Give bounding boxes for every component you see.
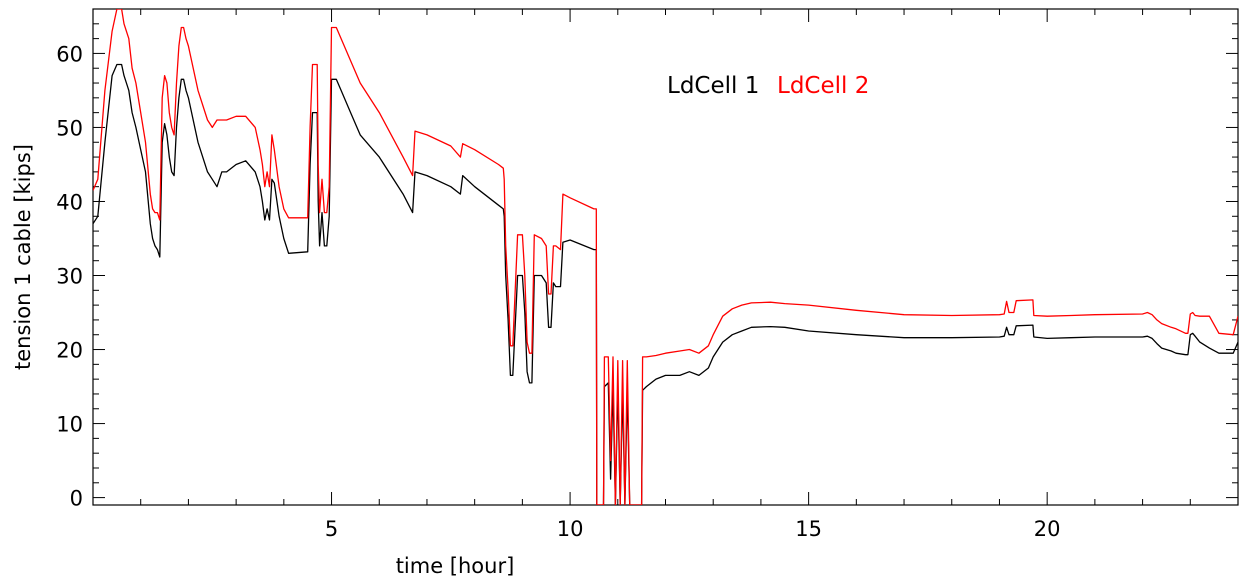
x-tick-label: 20 (1034, 517, 1061, 541)
x-tick-label: 15 (795, 517, 822, 541)
plot-frame (92, 8, 1239, 506)
y-tick-label: 40 (56, 190, 83, 214)
x-tick-label: 10 (557, 517, 584, 541)
axis-ticks (92, 9, 1239, 505)
y-tick-label: 0 (70, 487, 83, 511)
y-tick-label: 20 (56, 339, 83, 363)
y-axis-title: tension 1 cable [kips] (11, 144, 35, 370)
y-tick-label: 10 (56, 413, 83, 437)
tick-labels: 5 10 15 20 0 10 20 30 40 50 60 (56, 42, 1060, 541)
series-layer (93, 9, 1238, 505)
x-axis-title: time [hour] (396, 554, 515, 578)
x-tick-label: 5 (325, 517, 338, 541)
legend-entry-ldcell-2: LdCell 2 (777, 73, 869, 99)
y-tick-label: 60 (56, 42, 83, 66)
series-line-1 (93, 63, 1238, 505)
legend: LdCell 1 LdCell 2 (667, 73, 869, 99)
series-line-2 (93, 9, 1238, 505)
y-tick-label: 30 (56, 265, 83, 289)
y-tick-label: 50 (56, 116, 83, 140)
legend-entry-ldcell-1: LdCell 1 (667, 73, 759, 99)
